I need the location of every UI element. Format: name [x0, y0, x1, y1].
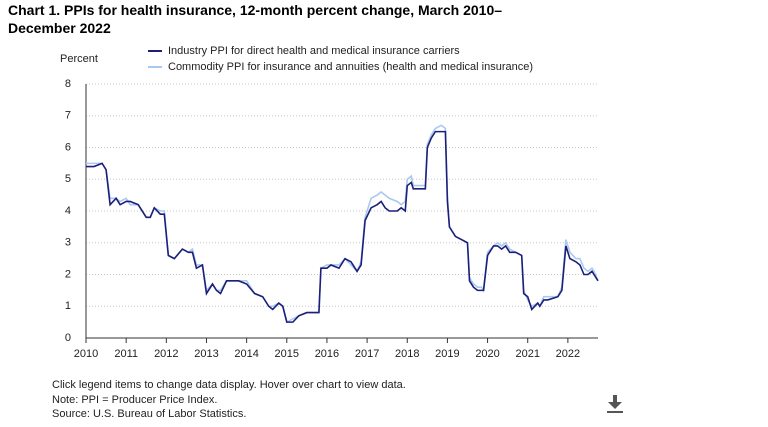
x-tick-label: 2013 — [194, 348, 218, 360]
x-tick-label: 2010 — [74, 348, 98, 360]
series-line — [86, 124, 599, 324]
x-tick-label: 2017 — [355, 348, 379, 360]
y-tick-label: 1 — [65, 300, 71, 312]
legend-entry[interactable]: Commodity PPI for insurance and annuitie… — [168, 61, 533, 73]
chart-title: Chart 1. PPIs for health insurance, 12-m… — [8, 2, 503, 36]
download-icon[interactable] — [607, 395, 623, 413]
y-tick-label: 2 — [65, 268, 71, 280]
x-tick-label: 2020 — [475, 348, 499, 360]
y-tick-label: 8 — [65, 78, 71, 90]
note: Note: PPI = Producer Price Index. — [52, 394, 218, 406]
x-tick-label: 2014 — [234, 348, 258, 360]
y-axis-label: Percent — [60, 53, 98, 65]
y-tick-label: 4 — [65, 205, 71, 217]
y-tick-label: 3 — [65, 237, 71, 249]
x-tick-label: 2016 — [315, 348, 339, 360]
x-tick-label: 2019 — [435, 348, 459, 360]
y-tick-label: 7 — [65, 110, 71, 122]
x-tick-label: 2012 — [154, 348, 178, 360]
x-tick-label: 2015 — [275, 348, 299, 360]
y-tick-label: 6 — [65, 141, 71, 153]
y-tick-label: 0 — [65, 332, 71, 344]
x-tick-label: 2011 — [114, 348, 138, 360]
x-tick-label: 2022 — [556, 348, 580, 360]
x-tick-label: 2018 — [395, 348, 419, 360]
y-tick-label: 5 — [65, 173, 71, 185]
note: Click legend items to change data displa… — [52, 379, 406, 391]
x-tick-label: 2021 — [515, 348, 539, 360]
note: Source: U.S. Bureau of Labor Statistics. — [52, 408, 247, 420]
series-line — [86, 130, 599, 323]
legend-entry[interactable]: Industry PPI for direct health and medic… — [168, 45, 460, 57]
